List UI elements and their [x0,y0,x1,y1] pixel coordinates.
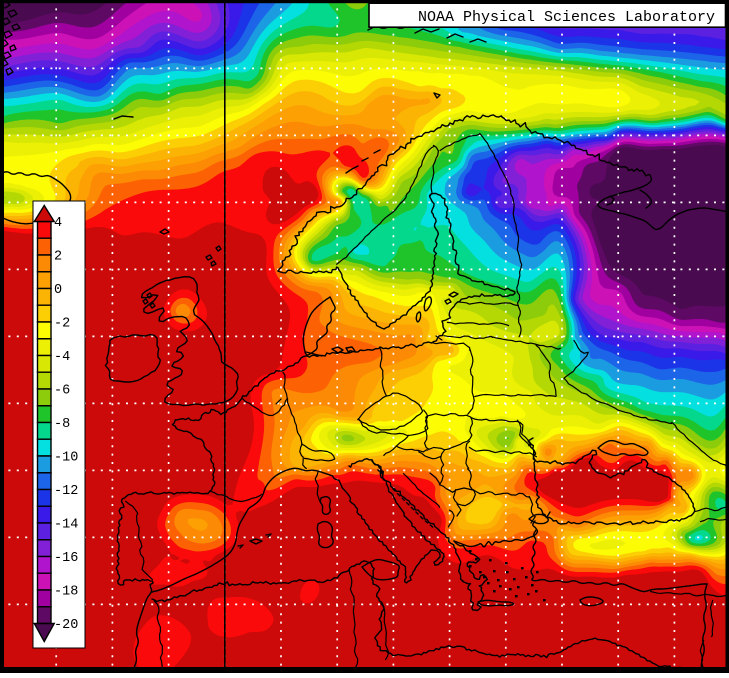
svg-text:-16: -16 [54,551,78,566]
svg-text:NOAA Physical Sciences Laborat: NOAA Physical Sciences Laboratory [418,9,715,26]
svg-text:-20: -20 [54,618,78,633]
svg-text:-2: -2 [54,317,70,332]
svg-text:-10: -10 [54,451,78,466]
svg-text:-14: -14 [54,518,78,533]
svg-text:4: 4 [54,216,62,231]
svg-text:2: 2 [54,250,62,265]
svg-text:0: 0 [54,283,62,298]
svg-text:-18: -18 [54,585,78,600]
svg-text:-4: -4 [54,350,70,365]
svg-text:-12: -12 [54,484,78,499]
svg-text:-6: -6 [54,384,70,399]
svg-text:-8: -8 [54,417,70,432]
